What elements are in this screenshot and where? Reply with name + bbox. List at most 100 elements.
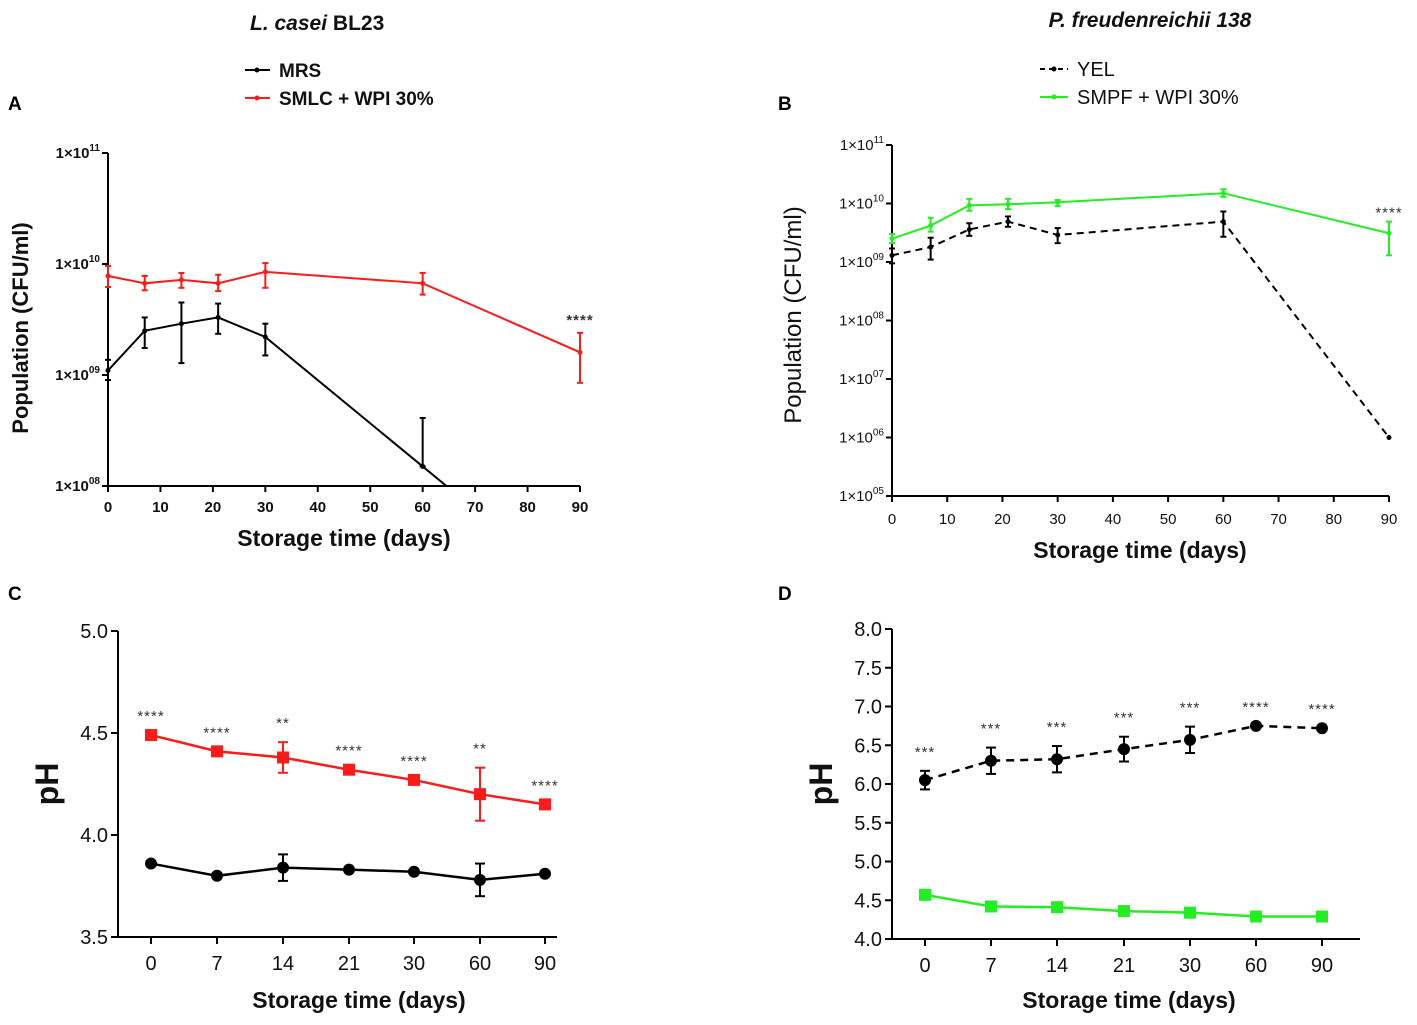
panel-b-x-tick-label: 10 bbox=[939, 511, 956, 528]
panel-d-data-point bbox=[1316, 722, 1328, 735]
panel-c-x-tick-label: 90 bbox=[534, 953, 556, 975]
panel-d-significance-label: *** bbox=[1047, 719, 1068, 736]
panel-d-ylabel: pH bbox=[803, 763, 839, 806]
legend-smlc-marker bbox=[254, 95, 260, 101]
panel-b-data-point bbox=[966, 226, 972, 232]
panel-c-data-point bbox=[145, 857, 157, 870]
panel-c-ylabel: pH bbox=[29, 763, 65, 806]
panel-b-x-tick-label: 0 bbox=[888, 511, 896, 528]
panel-b-y-tick-label: 1×1005 bbox=[839, 486, 884, 505]
panel-a-data-point bbox=[142, 328, 148, 334]
panel-b-y-tick-label: 1×1006 bbox=[839, 428, 884, 447]
panel-c-y-tick-label: 4.0 bbox=[80, 825, 108, 847]
panel-a-data-point bbox=[262, 334, 268, 340]
panel-b-data-point bbox=[1386, 230, 1392, 236]
panel-d-y-tick-label: 7.0 bbox=[854, 697, 882, 719]
panel-d-significance-label: *** bbox=[1180, 700, 1201, 717]
panel-d-data-point bbox=[1051, 753, 1063, 766]
panel-c-data-point bbox=[474, 788, 486, 801]
panel-a-data-point bbox=[105, 273, 111, 279]
panel-c-significance-label: ** bbox=[276, 715, 290, 732]
panel-c-significance-label: **** bbox=[400, 753, 427, 770]
panel-d-data-point bbox=[1118, 905, 1130, 918]
panel-b-x-tick-label: 70 bbox=[1270, 511, 1287, 528]
panel-a-ylabel: Population (CFU/ml) bbox=[8, 222, 33, 433]
panel-c-y-tick-label: 5.0 bbox=[80, 621, 108, 643]
panel-d-y-tick-label: 6.0 bbox=[854, 774, 882, 796]
panel-d-significance-label: *** bbox=[1114, 710, 1135, 727]
panel-d-x-tick-label: 0 bbox=[919, 955, 930, 977]
legend-mrs-marker bbox=[254, 67, 260, 73]
panel-c-data-point bbox=[211, 745, 223, 758]
panel-d-data-point bbox=[1118, 743, 1130, 756]
panel-a-x-tick-label: 70 bbox=[467, 499, 484, 516]
panel-b-ylabel: Population (CFU/ml) bbox=[780, 206, 807, 423]
legend-b: YEL SMPF + WPI 30% bbox=[1040, 59, 1239, 109]
panel-a-x-tick-label: 40 bbox=[309, 499, 326, 516]
panel-b-y-tick-label: 1×1009 bbox=[839, 252, 884, 271]
panel-c-significance-label: **** bbox=[137, 708, 164, 725]
panel-a-y-tick-label: 1×1011 bbox=[56, 143, 101, 162]
panel-a-x-tick-label: 10 bbox=[152, 499, 169, 516]
legend-a: MRS SMLC + WPI 30% bbox=[245, 61, 434, 110]
panel-a-series-0-line bbox=[107, 316, 448, 487]
panel-c-data-point bbox=[474, 873, 486, 886]
panel-d-data-point bbox=[1051, 901, 1063, 914]
panel-d-y-tick-label: 5.5 bbox=[854, 813, 882, 835]
panel-a-xlabel: Storage time (days) bbox=[237, 525, 450, 551]
legend-mrs-label: MRS bbox=[279, 61, 321, 82]
panel-a-y-tick-label: 1×1009 bbox=[55, 365, 100, 384]
panel-d-data-point bbox=[1316, 910, 1328, 923]
panel-c-data-point bbox=[211, 869, 223, 882]
panel-c-data-point bbox=[408, 865, 420, 878]
panel-c-data-point bbox=[277, 861, 289, 874]
panel-d-data-point bbox=[985, 900, 997, 913]
panel-c-x-tick-label: 30 bbox=[403, 953, 425, 975]
panel-b-plot: 0 10 20 30 40 50 60 70 80 90 1×1005 1×1006 1×1007 1×1… bbox=[839, 135, 1402, 528]
panel-b-y-tick-label: 1×1007 bbox=[839, 369, 884, 388]
panel-b-data-point bbox=[1220, 219, 1226, 225]
panel-b-data-point bbox=[1005, 201, 1011, 207]
panel-b-x-tick-label: 30 bbox=[1049, 511, 1066, 528]
panel-d-xlabel: Storage time (days) bbox=[1022, 987, 1235, 1013]
panel-b-xlabel: Storage time (days) bbox=[1033, 537, 1246, 563]
panel-c-x-tick-label: 7 bbox=[211, 953, 222, 975]
panel-d-plot: 4.0 4.5 5.0 5.5 6.0 6.5 7.0 7.5 8.0 0 7 14 21 30 60 90 *… bbox=[854, 619, 1360, 977]
panel-a-x-tick-label: 90 bbox=[572, 499, 589, 516]
panel-b-data-point bbox=[889, 236, 895, 242]
panel-a-significance-label: **** bbox=[566, 312, 593, 329]
panel-b-data-point bbox=[1386, 435, 1392, 440]
panel-c-data-point bbox=[343, 763, 355, 776]
panel-b-x-tick-label: 60 bbox=[1215, 511, 1232, 528]
panel-a-plot: 0 10 20 30 40 50 60 70 80 90 1×1008 1×1009 1×1010 1×1… bbox=[55, 143, 593, 516]
panel-b-x-tick-label: 50 bbox=[1160, 511, 1177, 528]
panel-b-x-tick-label: 20 bbox=[994, 511, 1011, 528]
panel-b-data-point bbox=[1055, 232, 1061, 238]
panel-b-title: P. freudenreichii 138 bbox=[1049, 9, 1252, 32]
panel-a-y-tick-label: 1×1008 bbox=[55, 476, 100, 495]
panel-d-y-tick-label: 6.5 bbox=[854, 735, 882, 757]
panel-a-x-tick-label: 80 bbox=[519, 499, 536, 516]
panel-b-data-point bbox=[1220, 190, 1226, 196]
panel-a-data-point bbox=[142, 280, 148, 286]
panel-c-significance-label: **** bbox=[203, 724, 230, 741]
panel-a-series-1-line bbox=[107, 270, 581, 354]
panel-d-data-point bbox=[1184, 906, 1196, 919]
panel-b-series-1-line bbox=[891, 192, 1390, 240]
panel-c-x-tick-label: 14 bbox=[272, 953, 294, 975]
panel-b-y-tick-label: 1×1008 bbox=[839, 311, 884, 330]
panel-c-data-point bbox=[539, 798, 551, 811]
panel-a-data-point bbox=[215, 314, 221, 320]
panel-a-x-tick-label: 20 bbox=[205, 499, 222, 516]
legend-smpf-marker bbox=[1051, 94, 1057, 100]
panel-b-data-point bbox=[1055, 199, 1061, 205]
panel-c-significance-label: **** bbox=[531, 777, 558, 794]
panel-a-title: L. casei BL23 bbox=[250, 12, 384, 35]
panel-c-significance-label: ** bbox=[473, 741, 487, 758]
panel-a-data-point bbox=[420, 280, 426, 286]
panel-c-x-tick-label: 60 bbox=[469, 953, 491, 975]
panel-c-significance-label: **** bbox=[335, 743, 362, 760]
panel-d-data-point bbox=[919, 774, 931, 787]
panel-d-significance-label: **** bbox=[1242, 699, 1269, 716]
panel-b-data-point bbox=[889, 252, 895, 258]
